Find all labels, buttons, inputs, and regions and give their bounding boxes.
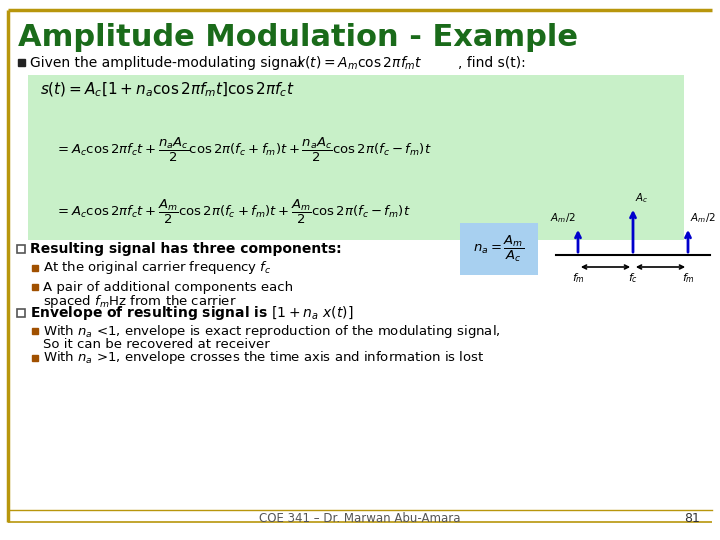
Text: $A_m/2$: $A_m/2$	[690, 211, 716, 225]
Bar	[32, 265, 38, 271]
Text: $= A_c \cos 2\pi f_c t + \dfrac{n_a A_c}{2} \cos 2\pi(f_c + f_m)t + \dfrac{n_a A: $= A_c \cos 2\pi f_c t + \dfrac{n_a A_c}…	[55, 136, 432, 164]
Text: spaced $f_m$Hz from the carrier: spaced $f_m$Hz from the carrier	[43, 293, 237, 309]
Text: $f_c$: $f_c$	[628, 271, 638, 285]
Text: $f_m$: $f_m$	[572, 271, 585, 285]
Bar	[32, 355, 38, 361]
Text: Amplitude Modulation - Example: Amplitude Modulation - Example	[18, 23, 578, 52]
Text: $A_c$: $A_c$	[635, 191, 649, 205]
Text: $s(t) = A_c[1 + n_a \cos 2\pi f_m t]\cos 2\pi f_c t$: $s(t) = A_c[1 + n_a \cos 2\pi f_m t]\cos…	[40, 81, 294, 99]
Bar	[32, 284, 38, 290]
Text: With $n_a$ <1, envelope is exact reproduction of the modulating signal,: With $n_a$ <1, envelope is exact reprodu…	[43, 322, 500, 340]
Text: $= A_c \cos 2\pi f_c t + \dfrac{A_m}{2} \cos 2\pi(f_c + f_m)t + \dfrac{A_m}{2} \: $= A_c \cos 2\pi f_c t + \dfrac{A_m}{2} …	[55, 198, 410, 226]
Bar	[460, 223, 538, 275]
Text: At the original carrier frequency $f_c$: At the original carrier frequency $f_c$	[43, 260, 271, 276]
Text: Given the amplitude-modulating signal: Given the amplitude-modulating signal	[30, 56, 306, 70]
Text: $n_a = \dfrac{A_m}{A_c}$: $n_a = \dfrac{A_m}{A_c}$	[474, 234, 525, 264]
Text: , find s(t):: , find s(t):	[458, 56, 526, 70]
Text: $x(t)=A_m\cos 2\pi f_m t$: $x(t)=A_m\cos 2\pi f_m t$	[296, 55, 423, 72]
Bar	[17, 309, 25, 317]
Bar	[18, 59, 25, 66]
Text: With $n_a$ >1, envelope crosses the time axis and information is lost: With $n_a$ >1, envelope crosses the time…	[43, 349, 485, 367]
Text: COE 341 – Dr. Marwan Abu-Amara: COE 341 – Dr. Marwan Abu-Amara	[259, 511, 461, 524]
Text: Envelope of resulting signal is $[1+n_a$ $x(t)]$: Envelope of resulting signal is $[1+n_a$…	[30, 304, 354, 322]
Bar	[17, 245, 25, 253]
Bar	[32, 328, 38, 334]
Text: 81: 81	[684, 511, 700, 524]
Text: $A_m/2$: $A_m/2$	[550, 211, 576, 225]
Text: A pair of additional components each: A pair of additional components each	[43, 280, 293, 294]
Text: $f_m$: $f_m$	[682, 271, 695, 285]
Bar	[28, 75, 684, 240]
Text: So it can be recovered at receiver: So it can be recovered at receiver	[43, 338, 270, 350]
Text: Resulting signal has three components:: Resulting signal has three components:	[30, 242, 341, 256]
